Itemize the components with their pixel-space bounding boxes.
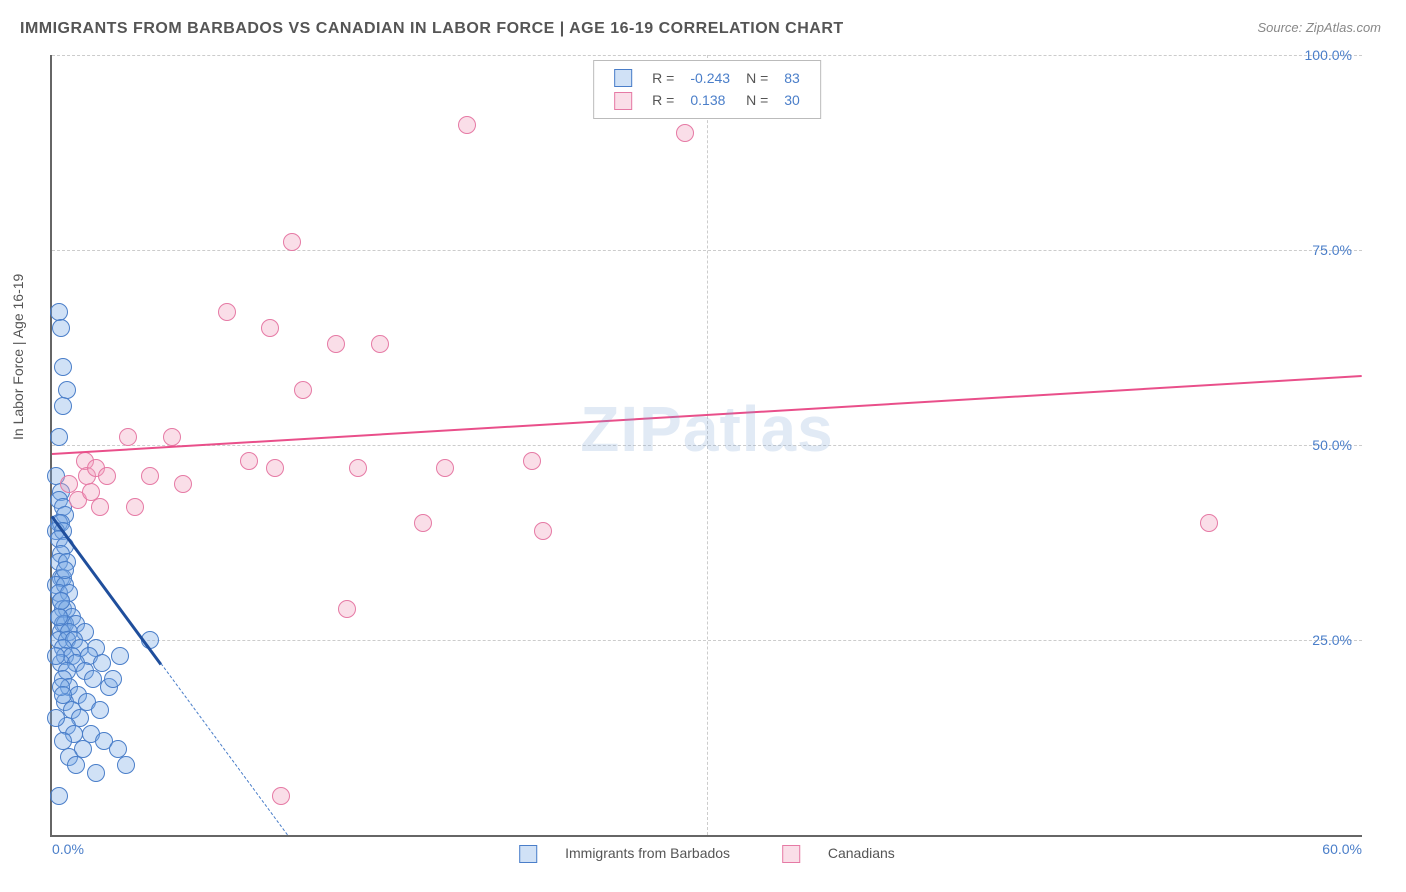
legend-row-series-0: R = -0.243 N = 83	[606, 67, 808, 89]
n-label-1: N =	[738, 89, 776, 111]
data-point-series-0	[52, 592, 70, 610]
legend-swatch-bottom-0	[519, 845, 537, 863]
legend-label-1: Canadians	[828, 845, 895, 861]
legend-label-0: Immigrants from Barbados	[565, 845, 730, 861]
series-legend: Immigrants from Barbados Canadians	[495, 845, 919, 863]
data-point-series-1	[294, 381, 312, 399]
r-value-1: 0.138	[682, 89, 738, 111]
chart-title: IMMIGRANTS FROM BARBADOS VS CANADIAN IN …	[20, 20, 844, 38]
data-point-series-0	[111, 647, 129, 665]
y-tick-label: 75.0%	[1312, 242, 1352, 258]
y-tick-label: 25.0%	[1312, 632, 1352, 648]
data-point-series-1	[458, 116, 476, 134]
data-point-series-0	[54, 686, 72, 704]
data-point-series-1	[163, 428, 181, 446]
correlation-legend: R = -0.243 N = 83 R = 0.138 N = 30	[593, 60, 821, 119]
data-point-series-0	[54, 358, 72, 376]
n-value-0: 83	[776, 67, 808, 89]
data-point-series-0	[50, 608, 68, 626]
data-point-series-1	[349, 459, 367, 477]
y-tick-label: 50.0%	[1312, 437, 1352, 453]
data-point-series-1	[272, 787, 290, 805]
trend-extend-series-0	[161, 664, 288, 836]
data-point-series-0	[91, 701, 109, 719]
data-point-series-1	[436, 459, 454, 477]
gridline-v	[707, 55, 708, 835]
data-point-series-1	[676, 124, 694, 142]
plot-area: ZIPatlas R = -0.243 N = 83 R = 0.138 N =…	[50, 55, 1362, 837]
x-tick-label: 60.0%	[1322, 841, 1362, 857]
data-point-series-1	[283, 233, 301, 251]
data-point-series-1	[91, 498, 109, 516]
r-value-0: -0.243	[682, 67, 738, 89]
data-point-series-1	[1200, 514, 1218, 532]
data-point-series-1	[174, 475, 192, 493]
data-point-series-1	[327, 335, 345, 353]
data-point-series-1	[371, 335, 389, 353]
r-label-0: R =	[644, 67, 682, 89]
data-point-series-0	[50, 428, 68, 446]
source-label: Source: ZipAtlas.com	[1257, 20, 1381, 35]
data-point-series-0	[67, 756, 85, 774]
y-axis-label: In Labor Force | Age 16-19	[10, 274, 26, 440]
r-label-1: R =	[644, 89, 682, 111]
legend-swatch-0	[614, 69, 632, 87]
data-point-series-0	[47, 709, 65, 727]
data-point-series-0	[56, 561, 74, 579]
data-point-series-1	[266, 459, 284, 477]
n-label-0: N =	[738, 67, 776, 89]
legend-swatch-1	[614, 92, 632, 110]
n-value-1: 30	[776, 89, 808, 111]
data-point-series-0	[117, 756, 135, 774]
x-tick-label: 0.0%	[52, 841, 84, 857]
data-point-series-1	[119, 428, 137, 446]
data-point-series-0	[52, 319, 70, 337]
legend-item-1: Canadians	[770, 845, 907, 861]
y-tick-label: 100.0%	[1305, 47, 1352, 63]
data-point-series-1	[261, 319, 279, 337]
data-point-series-1	[534, 522, 552, 540]
data-point-series-0	[47, 647, 65, 665]
data-point-series-1	[338, 600, 356, 618]
data-point-series-1	[98, 467, 116, 485]
data-point-series-0	[87, 764, 105, 782]
data-point-series-1	[240, 452, 258, 470]
legend-swatch-bottom-1	[782, 845, 800, 863]
data-point-series-0	[50, 787, 68, 805]
data-point-series-1	[523, 452, 541, 470]
data-point-series-1	[414, 514, 432, 532]
legend-item-0: Immigrants from Barbados	[507, 845, 742, 861]
data-point-series-0	[104, 670, 122, 688]
data-point-series-0	[54, 397, 72, 415]
data-point-series-1	[126, 498, 144, 516]
data-point-series-1	[141, 467, 159, 485]
legend-row-series-1: R = 0.138 N = 30	[606, 89, 808, 111]
data-point-series-1	[218, 303, 236, 321]
